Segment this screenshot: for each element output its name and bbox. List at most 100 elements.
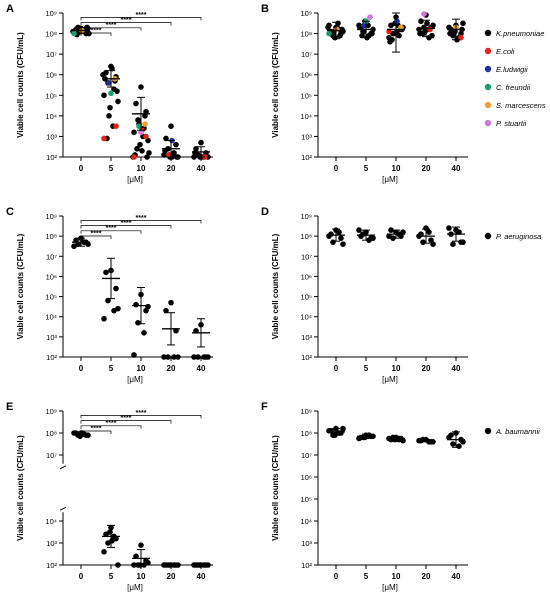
data-point: [192, 150, 198, 156]
x-tick-label: 40: [452, 364, 461, 373]
data-point-e-coli: [166, 152, 172, 158]
data-point: [168, 299, 174, 306]
data-point: [101, 549, 107, 555]
x-axis-label: [μM]: [127, 583, 143, 592]
data-point: [137, 141, 143, 148]
data-point: [163, 135, 169, 142]
x-tick-label: 10: [137, 164, 146, 173]
y-tick-label: 10⁵: [301, 91, 312, 100]
x-tick-label: 40: [197, 572, 206, 581]
data-point-e-coli: [386, 28, 392, 35]
data-point: [165, 354, 171, 360]
significance-bracket: [80, 225, 172, 229]
legend-marker: [484, 83, 492, 91]
y-tick-label: 10³: [46, 539, 57, 548]
data-point: [115, 98, 121, 105]
legend-label: A. baumannii: [495, 427, 540, 436]
data-point: [71, 243, 77, 250]
data-point: [198, 139, 204, 146]
data-point-c-freundii: [108, 90, 114, 97]
data-point: [418, 18, 424, 25]
y-tick-label: 10⁸: [45, 30, 57, 39]
data-point: [426, 229, 432, 235]
legend-label: P. aeruginosa: [496, 232, 541, 241]
y-tick-label: 10⁸: [300, 429, 312, 438]
data-point: [109, 65, 115, 72]
significance-bracket: [80, 220, 202, 224]
data-point: [115, 305, 121, 312]
significance-label: ****: [91, 230, 102, 237]
legend-marker: [484, 47, 492, 55]
y-tick-label: 10⁵: [301, 293, 312, 302]
data-point: [174, 154, 180, 160]
y-tick-label: 10⁷: [46, 50, 57, 59]
data-point: [173, 141, 179, 148]
data-point: [195, 354, 201, 360]
significance-label: ****: [106, 22, 117, 29]
panel-letter: D: [261, 206, 269, 218]
data-point: [446, 434, 452, 441]
y-tick-label: 10⁹: [45, 407, 57, 416]
data-point: [362, 434, 368, 441]
x-tick-label: 0: [79, 164, 84, 173]
x-tick-label: 20: [167, 364, 176, 373]
data-point: [356, 227, 362, 233]
significance-bracket: [80, 235, 112, 239]
data-point: [430, 241, 436, 247]
data-point-e-ludwigii: [106, 80, 112, 86]
legend-marker: [484, 29, 492, 37]
data-point: [138, 542, 144, 548]
data-point: [460, 239, 466, 245]
data-point: [135, 319, 141, 326]
data-point: [131, 562, 137, 568]
y-tick-label: 10⁸: [300, 30, 312, 39]
x-tick-label: 5: [109, 572, 114, 581]
legend-marker: [484, 119, 492, 127]
legend-marker: [484, 232, 492, 240]
x-axis-label: [μM]: [382, 375, 398, 384]
data-point: [171, 354, 177, 360]
data-point: [106, 113, 112, 119]
data-point: [326, 233, 332, 239]
legend-label: K.pneumoniae: [496, 29, 544, 38]
data-point-e-coli: [113, 123, 119, 129]
y-tick-label: 10⁸: [45, 232, 57, 241]
data-point: [325, 24, 331, 31]
y-tick-label: 10²: [301, 561, 312, 570]
x-tick-label: 10: [137, 572, 146, 581]
y-tick-label: 10⁴: [45, 517, 57, 526]
y-tick-label: 10⁹: [45, 9, 57, 18]
data-point: [71, 430, 77, 436]
data-point: [339, 26, 345, 33]
data-point: [388, 227, 394, 233]
legend-marker: [484, 427, 492, 435]
data-point: [330, 239, 336, 245]
x-tick-label: 10: [392, 164, 401, 173]
x-tick-label: 5: [364, 164, 369, 173]
y-tick-label: 10⁸: [300, 232, 312, 241]
data-point: [336, 229, 342, 235]
axis-break-mark: [59, 506, 67, 511]
data-point: [162, 148, 168, 154]
panel-letter: E: [6, 401, 13, 413]
data-point: [115, 562, 121, 568]
data-point: [360, 231, 366, 237]
data-point: [107, 104, 113, 111]
y-tick-label: 10⁹: [45, 212, 57, 221]
data-point: [429, 32, 435, 39]
y-tick-label: 10⁶: [46, 272, 57, 281]
y-tick-label: 10⁵: [301, 495, 312, 504]
y-tick-label: 10⁵: [46, 293, 57, 302]
data-point-p-stuartii: [367, 14, 373, 20]
data-point: [430, 439, 436, 445]
data-point: [456, 443, 462, 450]
y-tick-label: 10⁷: [46, 252, 57, 261]
legend-label: E.ludwigii: [496, 65, 528, 74]
y-axis-label: Viable cell counts (CFU/mL): [16, 32, 25, 138]
significance-bracket: [80, 230, 142, 234]
x-tick-label: 20: [422, 572, 431, 581]
data-point-e-coli: [427, 26, 433, 33]
data-point: [141, 330, 147, 336]
significance-label: ****: [136, 215, 147, 222]
data-point: [175, 354, 181, 360]
